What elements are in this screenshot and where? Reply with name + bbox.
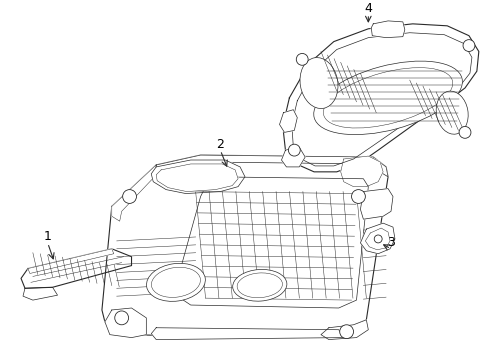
Polygon shape	[102, 155, 387, 338]
Polygon shape	[320, 320, 367, 339]
Polygon shape	[176, 177, 367, 308]
Text: 1: 1	[43, 230, 52, 243]
Polygon shape	[21, 249, 131, 288]
Polygon shape	[28, 249, 114, 274]
Polygon shape	[279, 110, 297, 132]
Circle shape	[115, 311, 128, 325]
Ellipse shape	[151, 267, 200, 297]
Polygon shape	[370, 21, 404, 38]
Ellipse shape	[237, 273, 282, 298]
Ellipse shape	[313, 61, 462, 135]
Polygon shape	[360, 189, 392, 219]
Circle shape	[122, 190, 136, 203]
Circle shape	[288, 144, 300, 156]
Text: 2: 2	[216, 138, 224, 151]
Ellipse shape	[299, 58, 337, 108]
Polygon shape	[151, 328, 343, 339]
Polygon shape	[153, 155, 387, 180]
Circle shape	[462, 40, 474, 51]
Polygon shape	[365, 228, 389, 250]
Polygon shape	[360, 223, 394, 254]
Polygon shape	[151, 160, 244, 194]
Polygon shape	[340, 156, 382, 186]
Text: 4: 4	[364, 1, 371, 14]
Polygon shape	[156, 164, 238, 192]
Circle shape	[458, 126, 470, 138]
Circle shape	[373, 235, 381, 243]
Polygon shape	[112, 165, 159, 221]
Polygon shape	[281, 147, 305, 167]
Circle shape	[296, 53, 307, 65]
Polygon shape	[283, 24, 478, 172]
Polygon shape	[104, 308, 146, 338]
Ellipse shape	[323, 68, 452, 128]
Circle shape	[351, 190, 365, 203]
Polygon shape	[23, 287, 58, 300]
Polygon shape	[292, 33, 471, 166]
Ellipse shape	[435, 91, 467, 134]
Circle shape	[339, 325, 353, 339]
Ellipse shape	[146, 263, 205, 301]
Text: 3: 3	[386, 237, 394, 249]
Ellipse shape	[232, 269, 286, 301]
